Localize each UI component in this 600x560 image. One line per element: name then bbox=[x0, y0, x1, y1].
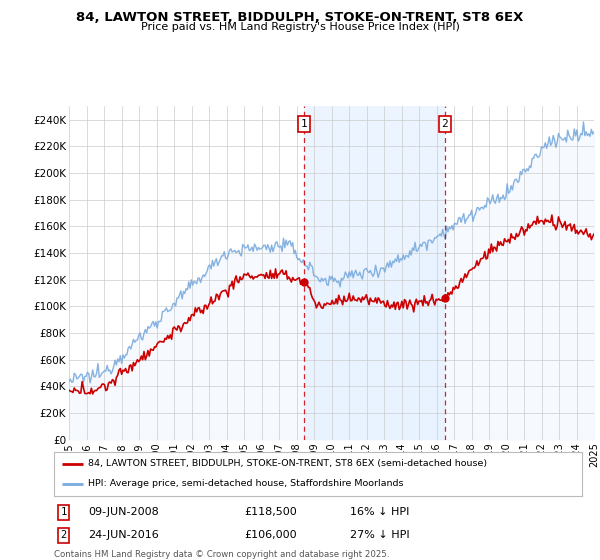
Text: 1: 1 bbox=[61, 507, 67, 517]
Text: £118,500: £118,500 bbox=[244, 507, 297, 517]
Text: 1: 1 bbox=[301, 119, 308, 129]
Text: 24-JUN-2016: 24-JUN-2016 bbox=[88, 530, 159, 540]
Text: Price paid vs. HM Land Registry's House Price Index (HPI): Price paid vs. HM Land Registry's House … bbox=[140, 22, 460, 32]
Text: 84, LAWTON STREET, BIDDULPH, STOKE-ON-TRENT, ST8 6EX (semi-detached house): 84, LAWTON STREET, BIDDULPH, STOKE-ON-TR… bbox=[88, 459, 487, 468]
Text: Contains HM Land Registry data © Crown copyright and database right 2025.
This d: Contains HM Land Registry data © Crown c… bbox=[54, 550, 389, 560]
Bar bbox=[304, 106, 445, 440]
Text: 2: 2 bbox=[61, 530, 67, 540]
Text: 16% ↓ HPI: 16% ↓ HPI bbox=[350, 507, 409, 517]
Text: 09-JUN-2008: 09-JUN-2008 bbox=[88, 507, 159, 517]
Text: £106,000: £106,000 bbox=[244, 530, 297, 540]
Text: 84, LAWTON STREET, BIDDULPH, STOKE-ON-TRENT, ST8 6EX: 84, LAWTON STREET, BIDDULPH, STOKE-ON-TR… bbox=[76, 11, 524, 24]
Text: 2: 2 bbox=[442, 119, 448, 129]
Text: 27% ↓ HPI: 27% ↓ HPI bbox=[350, 530, 409, 540]
Text: HPI: Average price, semi-detached house, Staffordshire Moorlands: HPI: Average price, semi-detached house,… bbox=[88, 479, 404, 488]
